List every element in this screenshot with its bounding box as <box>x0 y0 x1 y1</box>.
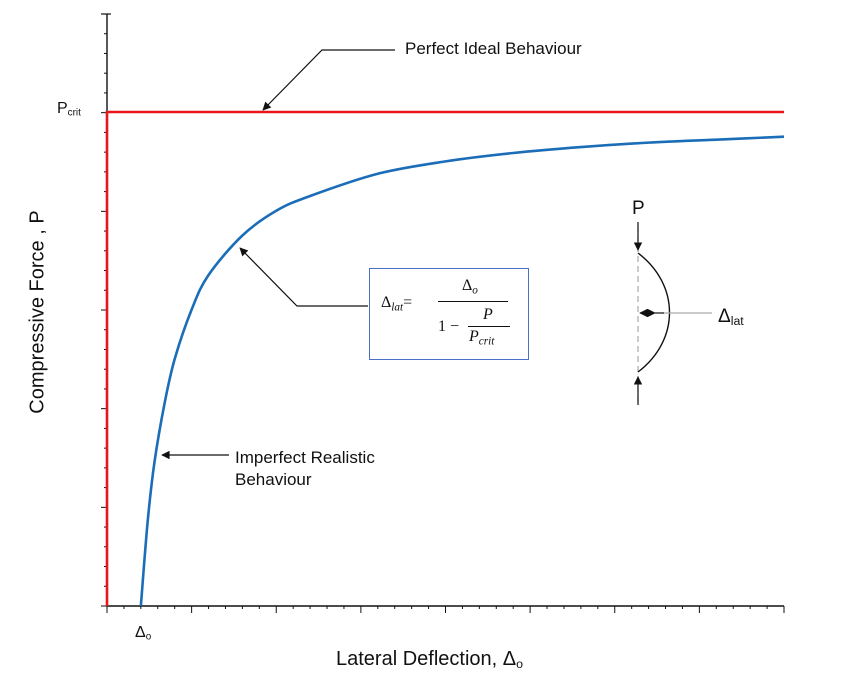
x-tick-label-text: Δ <box>135 624 146 641</box>
formula-inner-denominator: Pcrit <box>469 328 494 347</box>
x-axis-title: Lateral Deflection, Δo <box>336 648 523 671</box>
formula-inner-numerator: P <box>483 306 493 324</box>
annotation-imperfect-line2: Behaviour <box>235 470 312 489</box>
formula-inner-num-text: P <box>483 306 493 323</box>
formula-num-symbol: Δ <box>462 277 473 294</box>
annotation-ideal-text: Perfect Ideal Behaviour <box>405 39 582 58</box>
formula-main-fraction-bar <box>438 301 508 302</box>
annotation-ideal: Perfect Ideal Behaviour <box>405 38 582 60</box>
pcrit-label-text: P <box>57 100 68 117</box>
series <box>105 110 785 607</box>
annotation-imperfect-line1: Imperfect Realistic <box>235 448 375 467</box>
pcrit-label-sub: crit <box>67 107 81 119</box>
inset-load-label: P <box>632 198 645 220</box>
imperfect-behaviour-curve <box>139 135 785 607</box>
formula-numerator: Δo <box>462 277 478 296</box>
inset-deflection-label: Δlat <box>718 306 744 328</box>
formula-box: Δlat= Δo 1 − P Pcrit <box>369 268 529 360</box>
x-tick-label-sub: o <box>145 631 152 643</box>
annotation-arrows <box>161 49 395 460</box>
inset-deflection-symbol: Δ <box>718 306 731 327</box>
formula-lhs-sub: lat <box>391 301 404 314</box>
formula-equals: = <box>403 294 413 311</box>
formula-annotation-arrow <box>239 247 368 307</box>
formula-lhs: Δlat= <box>381 294 412 313</box>
formula-inner-den-text: P <box>469 328 479 345</box>
formula-inner-fraction-bar <box>468 326 510 327</box>
x-axis-title-sub: o <box>516 657 524 672</box>
x-axis-title-text: Lateral Deflection, Δ <box>336 648 517 670</box>
annotation-imperfect: Imperfect Realistic Behaviour <box>235 447 375 491</box>
formula-den-prefix-text: 1 − <box>438 318 460 335</box>
formula-den-prefix: 1 − <box>438 318 459 336</box>
pcrit-label: Pcrit <box>57 100 81 118</box>
y-axis-title: Compressive Force , P <box>27 210 50 413</box>
formula-lhs-symbol: Δ <box>381 294 392 311</box>
inset-load-label-text: P <box>632 198 645 219</box>
ideal-behaviour-line <box>105 110 784 606</box>
formula-num-sub: o <box>472 284 478 297</box>
y-axis-title-text: Compressive Force , P <box>26 210 49 414</box>
inset-deflection-sub: lat <box>730 314 744 329</box>
inset-column-diagram <box>633 222 712 406</box>
ideal-annotation-arrow <box>262 49 395 111</box>
x-tick-label-delta-o: Δo <box>135 624 151 642</box>
formula-inner-den-sub: crit <box>478 335 495 348</box>
